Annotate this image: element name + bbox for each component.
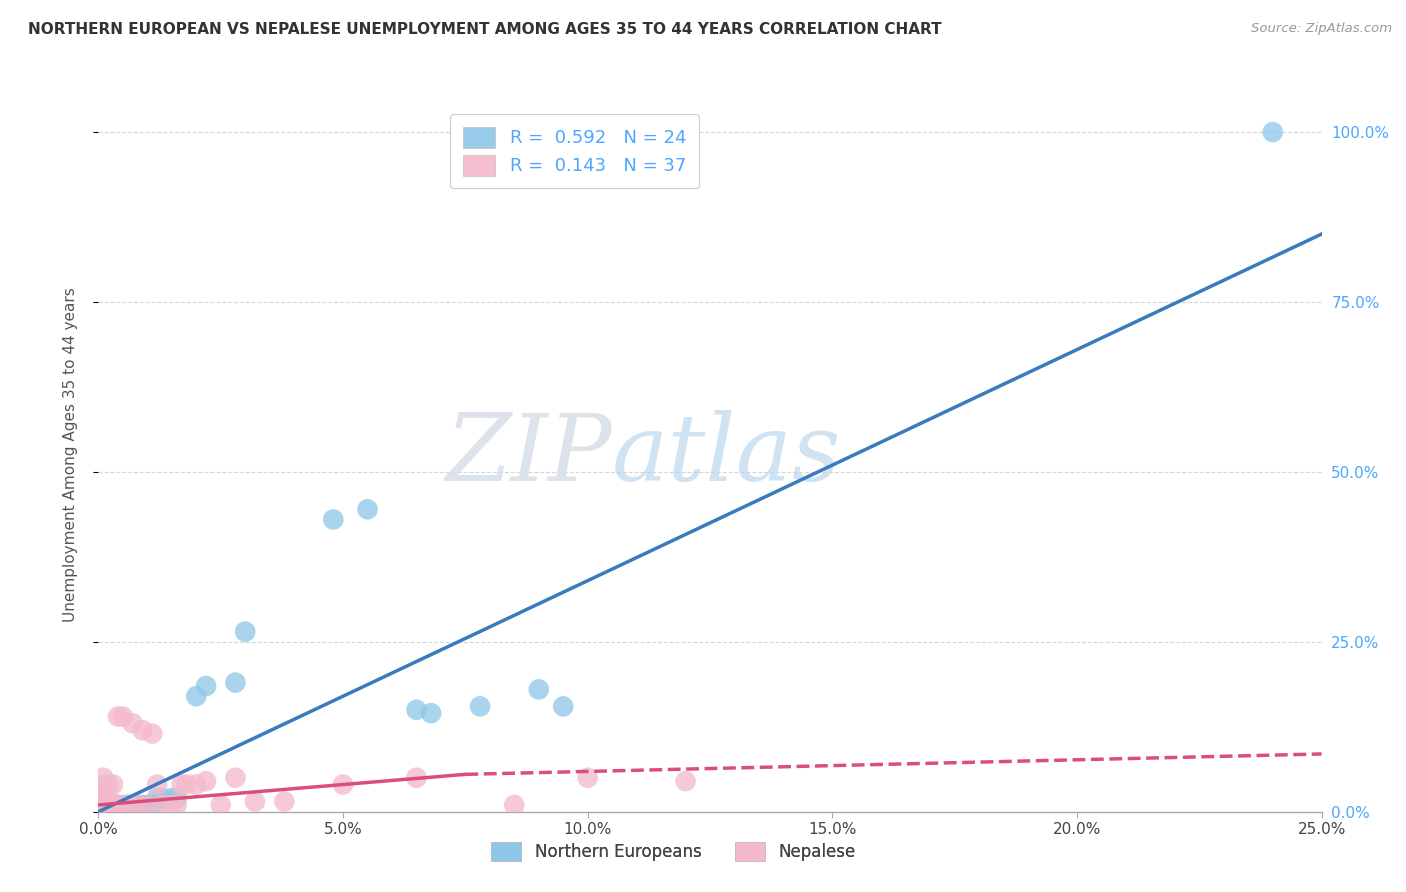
Text: NORTHERN EUROPEAN VS NEPALESE UNEMPLOYMENT AMONG AGES 35 TO 44 YEARS CORRELATION: NORTHERN EUROPEAN VS NEPALESE UNEMPLOYME… [28, 22, 942, 37]
Point [117, 797, 139, 812]
Point [131, 797, 153, 812]
Point [91, 778, 114, 792]
Point [233, 624, 256, 639]
Point [150, 791, 173, 805]
Point [405, 703, 427, 717]
Legend: Northern Europeans, Nepalese: Northern Europeans, Nepalese [485, 835, 862, 868]
Point [186, 778, 208, 792]
Point [576, 771, 599, 785]
Point [101, 778, 124, 792]
Point [136, 797, 159, 812]
Point [209, 797, 232, 812]
Point [141, 726, 163, 740]
Point [503, 797, 526, 812]
Y-axis label: Unemployment Among Ages 35 to 44 years: Unemployment Among Ages 35 to 44 years [63, 287, 77, 623]
Point [97, 797, 120, 812]
Point [121, 797, 143, 812]
Point [224, 675, 246, 690]
Point [1261, 125, 1284, 139]
Point [141, 797, 163, 812]
Point [176, 778, 198, 792]
Point [146, 791, 169, 805]
Point [160, 797, 183, 812]
Point [273, 795, 295, 809]
Point [117, 797, 139, 812]
Point [553, 699, 575, 714]
Text: atlas: atlas [612, 410, 842, 500]
Point [136, 797, 159, 812]
Point [111, 797, 134, 812]
Point [195, 774, 218, 789]
Point [131, 723, 153, 738]
Point [146, 778, 169, 792]
Point [468, 699, 491, 714]
Point [97, 797, 120, 812]
Point [91, 784, 114, 798]
Point [121, 716, 143, 731]
Point [675, 774, 697, 789]
Point [186, 689, 208, 703]
Point [160, 791, 183, 805]
Point [150, 797, 173, 812]
Point [332, 778, 354, 792]
Point [243, 795, 266, 809]
Point [322, 512, 344, 526]
Point [356, 502, 378, 516]
Point [91, 771, 114, 785]
Point [91, 797, 114, 812]
Point [107, 709, 129, 723]
Point [107, 797, 129, 812]
Point [224, 771, 246, 785]
Point [405, 771, 427, 785]
Point [107, 797, 129, 812]
Point [127, 797, 149, 812]
Point [195, 679, 218, 693]
Point [97, 791, 120, 805]
Point [101, 797, 124, 812]
Point [91, 791, 114, 805]
Point [127, 797, 149, 812]
Text: ZIP: ZIP [446, 410, 612, 500]
Point [111, 709, 134, 723]
Point [166, 797, 188, 812]
Point [420, 706, 443, 721]
Point [97, 778, 120, 792]
Text: Source: ZipAtlas.com: Source: ZipAtlas.com [1251, 22, 1392, 36]
Point [527, 682, 550, 697]
Point [170, 778, 193, 792]
Point [166, 791, 188, 805]
